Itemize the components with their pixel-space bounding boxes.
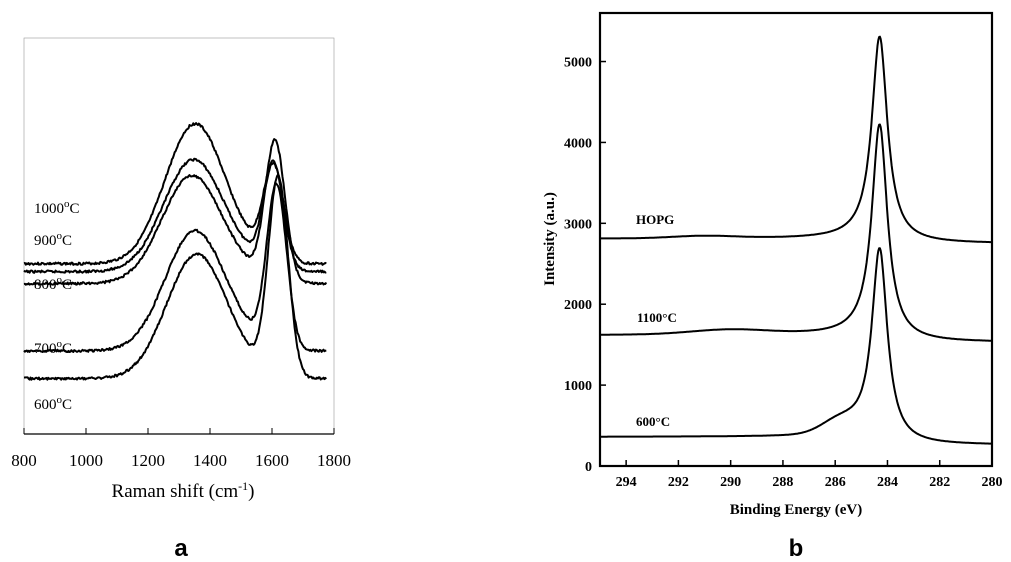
raman-series-line xyxy=(23,157,327,274)
xps-series-label: 600°C xyxy=(636,414,670,429)
raman-series-label: 700oC xyxy=(34,338,72,357)
xps-x-tick-label: 284 xyxy=(877,475,898,490)
xps-chart: 294 292 290 288 286 284 282 280 0 1000 2000 3000 400… xyxy=(542,11,1003,562)
xps-y-tick-label: 3000 xyxy=(564,217,592,232)
raman-series-label: 800oC xyxy=(34,274,72,293)
xps-x-tick-label: 288 xyxy=(772,475,793,490)
raman-series-label: 600oC xyxy=(34,394,72,413)
raman-x-tick-label: 1400 xyxy=(193,451,227,470)
raman-x-tick-label: 1600 xyxy=(255,451,289,470)
xps-series-label: HOPG xyxy=(636,212,674,227)
xps-y-tick-label: 0 xyxy=(585,460,592,475)
raman-series-line xyxy=(23,138,328,286)
xps-x-tick-label: 290 xyxy=(720,475,741,490)
raman-x-axis-label: Raman shift (cm-1) xyxy=(112,479,255,502)
xps-x-axis-label: Binding Energy (eV) xyxy=(730,502,863,518)
panel-label-b: b xyxy=(789,535,804,562)
raman-x-tick-label: 1200 xyxy=(131,451,165,470)
xps-y-tick-label: 1000 xyxy=(564,379,592,394)
raman-x-tick-label: 1800 xyxy=(317,451,351,470)
xps-x-tick-label: 282 xyxy=(929,475,950,490)
xps-series-line xyxy=(599,35,993,244)
xps-y-tick-label: 4000 xyxy=(564,136,592,151)
xps-x-tick-label: 294 xyxy=(616,475,637,490)
xps-y-tick-label: 5000 xyxy=(564,56,592,71)
panel-label-a: a xyxy=(174,535,188,562)
raman-series-label: 900oC xyxy=(34,230,72,249)
xps-x-tick-label: 280 xyxy=(982,475,1003,490)
raman-series-label: 1000oC xyxy=(34,198,80,217)
raman-x-tick-label: 1000 xyxy=(69,451,103,470)
xps-series-label: 1100°C xyxy=(637,310,677,325)
xps-x-tick-label: 292 xyxy=(668,475,689,490)
xps-y-axis-label: Intensity (a.u.) xyxy=(542,192,558,286)
xps-series-line xyxy=(599,123,993,342)
xps-series-line xyxy=(599,247,993,445)
raman-series-line xyxy=(23,173,328,381)
xps-x-tick-label: 286 xyxy=(825,475,846,490)
raman-x-tick-label: 800 xyxy=(11,451,37,470)
raman-chart: 800 1000 1200 1400 1600 1800 1000oC 900oC 800oC… xyxy=(11,37,351,562)
xps-plot-frame xyxy=(598,11,994,468)
xps-y-tick-label: 2000 xyxy=(564,298,592,313)
